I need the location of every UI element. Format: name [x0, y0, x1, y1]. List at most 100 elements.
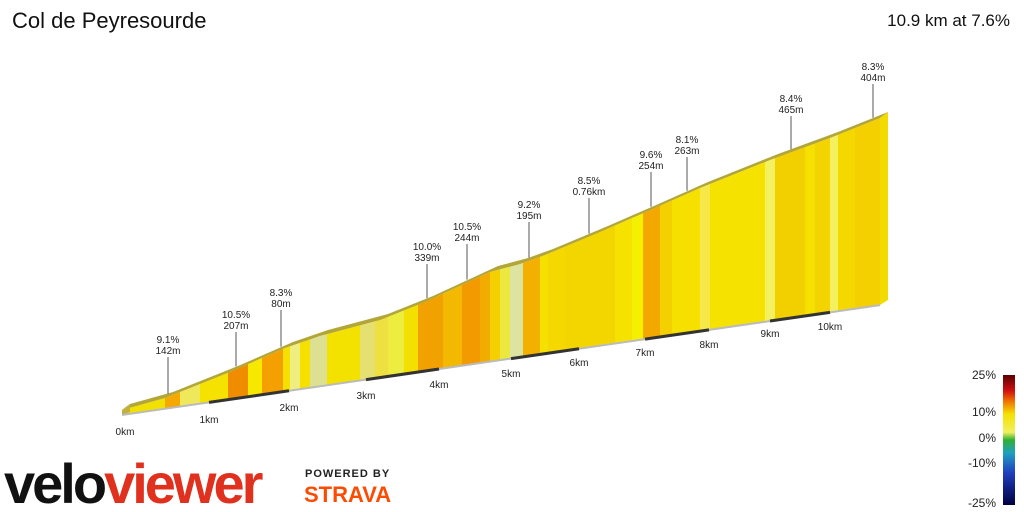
profile-top-surface: [122, 112, 888, 410]
profile-segment: [388, 310, 404, 377]
profile-segment: [710, 162, 765, 330]
profile-segment: [404, 304, 418, 375]
profile-segment: [262, 348, 283, 395]
logo: veloviewer: [4, 452, 263, 512]
profile-segment: [548, 246, 565, 354]
profile-segment: [490, 269, 500, 362]
profile-segment: [418, 293, 443, 373]
annotation-length: 263m: [674, 146, 699, 157]
distance-labels: 0km 1km 2km 3km 4km 5km 6km 7km 8km 9km 10km: [116, 322, 843, 438]
profile-segment: [443, 284, 462, 369]
legend-label: -25%: [968, 496, 996, 510]
distance-label: 5km: [502, 369, 521, 380]
profile-segment: [290, 342, 300, 391]
annotation-grade: 8.1%: [676, 135, 699, 146]
profile-segment: [805, 143, 815, 316]
annotation-length: 142m: [155, 346, 180, 357]
annotation-length: 0.76km: [573, 187, 606, 198]
profile-segment: [643, 205, 660, 340]
profile-segment: [540, 253, 548, 355]
legend: 25% 10% 0% -10% -25%: [968, 368, 996, 510]
strava-logo: STRAVA: [304, 482, 391, 507]
legend-label: 0%: [979, 431, 997, 445]
profile-segment: [765, 158, 775, 322]
profile-end-face: [880, 112, 888, 305]
km-band: [510, 347, 580, 361]
profile-segment: [327, 325, 360, 386]
profile-segment: [228, 364, 248, 400]
annotation-length: 465m: [778, 105, 803, 116]
profile-segment: [672, 188, 700, 336]
gradient-legend-bar: [1003, 375, 1015, 505]
summary: 10.9 km at 7.6%: [887, 11, 1010, 30]
legend-label: 10%: [972, 405, 996, 419]
profile-segment: [360, 321, 375, 381]
distance-label: 2km: [280, 403, 299, 414]
km-band: [365, 367, 440, 382]
annotation-grade: 10.0%: [413, 242, 441, 253]
distance-label: 9km: [761, 329, 780, 340]
profile-segment: [855, 118, 880, 309]
elevation-profile: [121, 112, 888, 416]
km-band: [208, 389, 290, 404]
distance-label: 10km: [818, 322, 842, 333]
profile-segment: [165, 392, 180, 409]
logo-viewer: viewer: [104, 452, 263, 512]
annotation-length: 195m: [516, 211, 541, 222]
profile-segment: [815, 138, 830, 315]
distance-label: 3km: [357, 391, 376, 402]
km-band: [644, 328, 710, 341]
legend-label: 25%: [972, 368, 996, 382]
profile-segment: [523, 256, 540, 357]
powered-by: POWERED BY: [305, 468, 390, 480]
profile-segment: [200, 372, 228, 404]
profile-segment: [300, 339, 310, 390]
profile-segment: [462, 276, 480, 366]
annotation-length: 207m: [223, 321, 248, 332]
distance-label: 6km: [570, 358, 589, 369]
distance-label: 7km: [636, 348, 655, 359]
profile-segment: [122, 398, 165, 415]
profile-segment: [248, 358, 262, 397]
distance-label: 8km: [700, 340, 719, 351]
km-band: [769, 310, 831, 323]
distance-label: 4km: [430, 380, 449, 391]
profile-segment: [700, 184, 710, 332]
annotation-grade: 8.4%: [780, 94, 803, 105]
legend-label: -10%: [968, 456, 996, 470]
logo-velo: velo: [4, 452, 106, 512]
annotation-length: 80m: [271, 299, 290, 310]
annotation-grade: 9.6%: [640, 150, 663, 161]
annotation-length: 339m: [414, 253, 439, 264]
profile-segment: [500, 266, 510, 361]
annotation-grade: 8.3%: [862, 62, 885, 73]
distance-label: 1km: [200, 415, 219, 426]
profile-segment: [775, 147, 805, 321]
profile-start-face: [122, 404, 130, 415]
profile-segment: [480, 272, 490, 364]
profile-segment: [838, 128, 855, 312]
annotation-grade: 9.1%: [157, 335, 180, 346]
annotation-length: 404m: [860, 73, 885, 84]
annotation-length: 254m: [638, 161, 663, 172]
annotations: 9.1%142m10.5%207m8.3%80m10.0%339m10.5%24…: [155, 62, 886, 394]
annotation-grade: 9.2%: [518, 200, 541, 211]
distance-label: 0km: [116, 427, 135, 438]
annotation-grade: 8.3%: [270, 288, 293, 299]
title: Col de Peyresourde: [12, 8, 206, 33]
profile-segment: [632, 213, 643, 342]
profile-segment: [565, 225, 615, 351]
profile-segment: [310, 334, 327, 388]
profile-segment: [375, 316, 388, 379]
annotation-grade: 10.5%: [453, 222, 481, 233]
profile-segment: [830, 134, 838, 313]
profile-segment: [660, 200, 672, 337]
profile-segment: [510, 262, 523, 359]
annotation-grade: 10.5%: [222, 310, 250, 321]
profile-segment: [283, 346, 290, 392]
profile-segment: [180, 384, 200, 407]
annotation-grade: 8.5%: [578, 176, 601, 187]
annotation-length: 244m: [454, 233, 479, 244]
profile-segment: [615, 218, 632, 344]
